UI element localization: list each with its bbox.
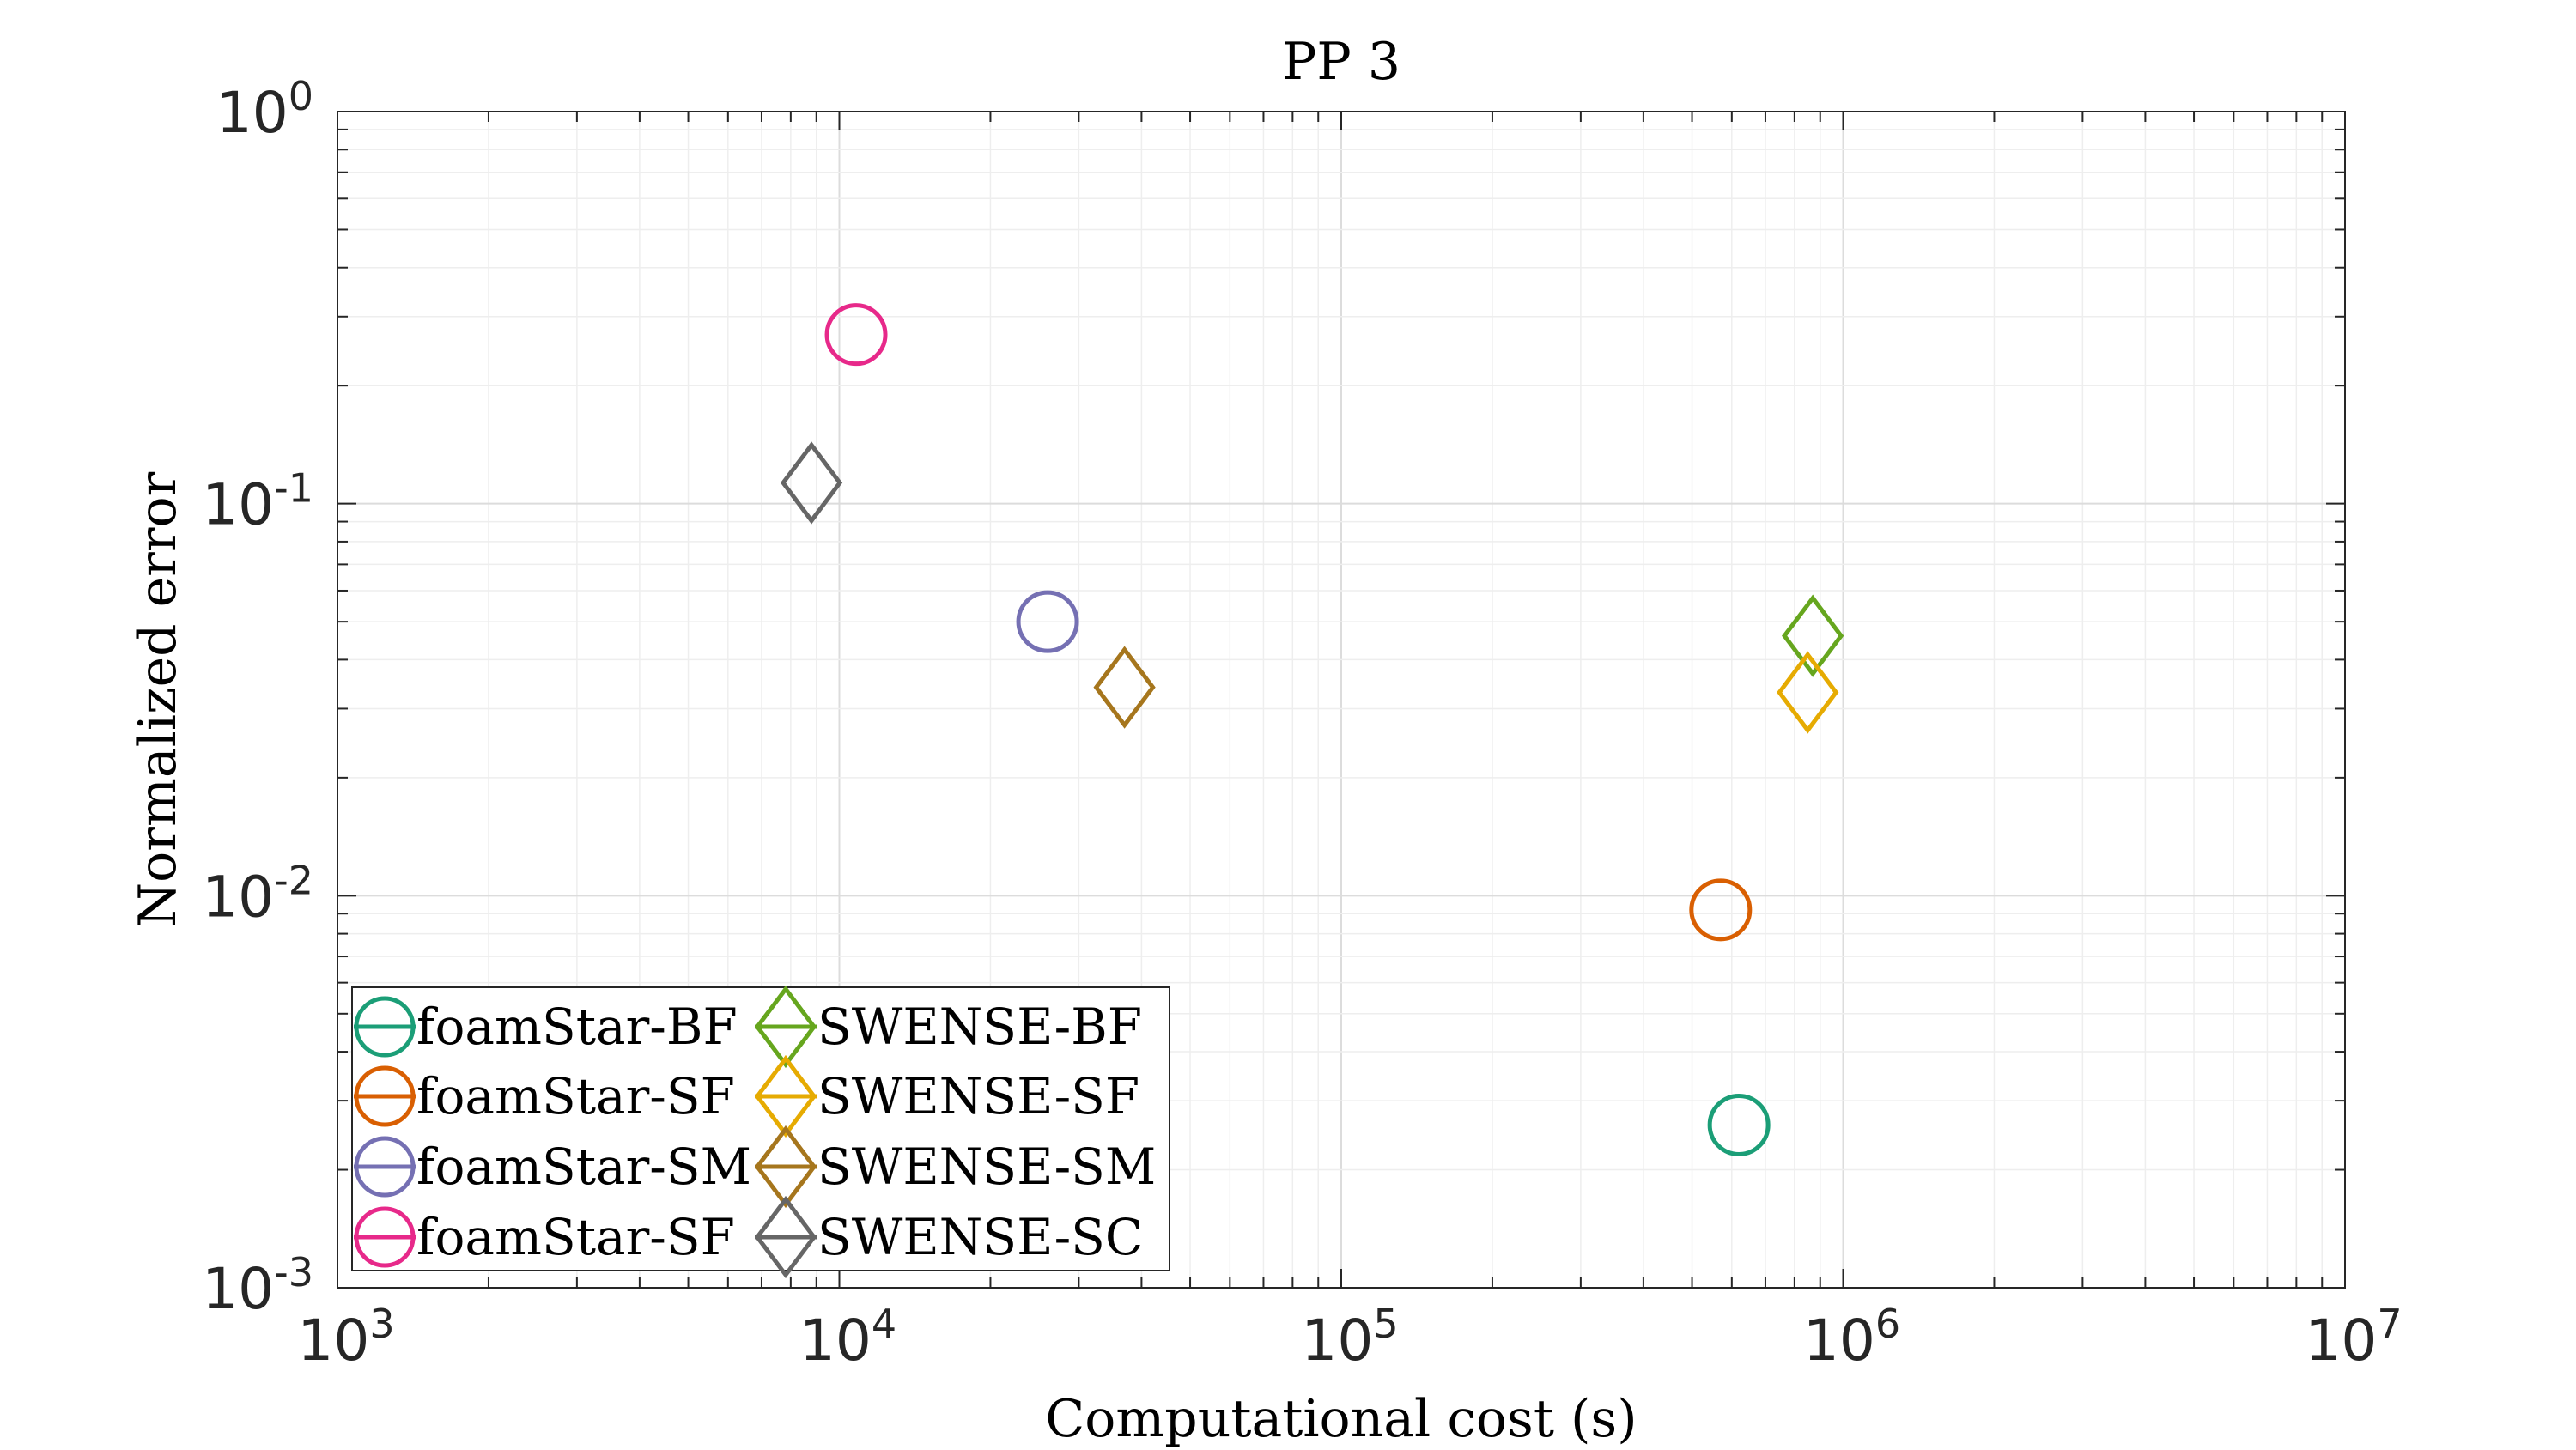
data-point-diamond	[1093, 646, 1156, 729]
tick-labels: 103 104 105 106 107 10-3 10-2 10-1 100	[202, 73, 2402, 1374]
legend-label: foamStar-BF	[416, 998, 738, 1056]
x-tick-label: 106	[1803, 1301, 1900, 1374]
x-tick-label: 105	[1301, 1301, 1398, 1374]
x-tick-label: 104	[799, 1301, 896, 1374]
legend-marker-diamond	[754, 1125, 817, 1209]
data-point-circle	[1689, 878, 1753, 942]
data-point-circle	[1707, 1093, 1771, 1156]
legend-marker-diamond	[754, 985, 817, 1069]
legend-marker-diamond	[754, 1054, 817, 1138]
legend-entries: foamStar-BF foamStar-SF foamStar-SM foamSta…	[354, 985, 1156, 1279]
x-axis-label: Computational cost (s)	[1045, 1389, 1637, 1449]
y-axis-label: Normalized error	[128, 471, 188, 927]
legend-marker-circle	[354, 1065, 416, 1127]
legend-label: foamStar-SF	[416, 1067, 735, 1125]
legend: foamStar-BF foamStar-SF foamStar-SM foamSta…	[351, 985, 1170, 1279]
data-markers	[780, 303, 1844, 1156]
data-point-circle	[824, 303, 888, 367]
x-tick-label: 103	[297, 1301, 394, 1374]
grid	[337, 112, 2345, 1289]
y-tick-label: 10-3	[202, 1249, 313, 1322]
data-point-diamond	[780, 441, 843, 525]
x-tick-label: 107	[2305, 1301, 2402, 1374]
data-point-diamond	[1782, 594, 1844, 677]
axis-ticks	[337, 112, 2345, 1289]
legend-marker-circle	[354, 996, 416, 1058]
y-tick-label: 10-2	[202, 857, 313, 930]
legend-label: SWENSE-SF	[817, 1067, 1139, 1125]
legend-label: foamStar-SM	[416, 1138, 751, 1196]
legend-label: SWENSE-SC	[817, 1208, 1143, 1266]
legend-label: SWENSE-SM	[817, 1138, 1156, 1196]
chart-title: PP 3	[1282, 32, 1400, 92]
legend-label: foamStar-SF	[416, 1208, 735, 1266]
legend-label: SWENSE-BF	[817, 998, 1142, 1056]
y-tick-label: 100	[216, 73, 313, 146]
legend-marker-circle	[354, 1136, 416, 1198]
y-tick-label: 10-1	[202, 465, 313, 538]
legend-marker-circle	[354, 1206, 416, 1268]
data-point-circle	[1016, 590, 1079, 653]
data-point-diamond	[1777, 651, 1839, 734]
legend-marker-diamond	[754, 1195, 817, 1279]
